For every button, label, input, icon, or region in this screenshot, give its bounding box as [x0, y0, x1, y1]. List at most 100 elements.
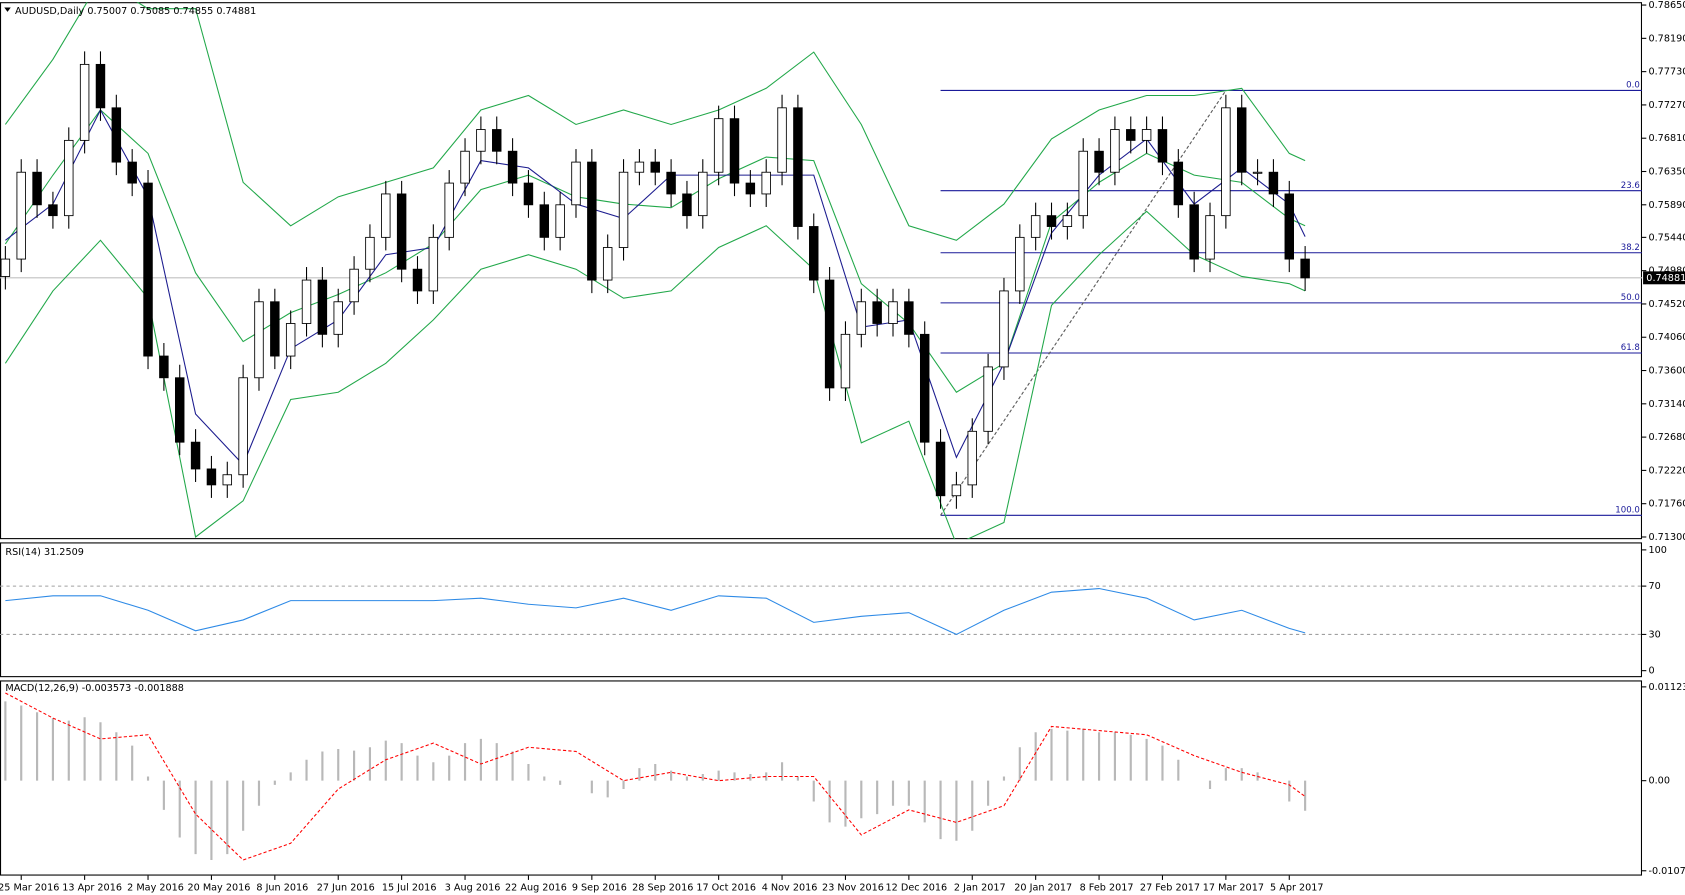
candle-body — [444, 182, 454, 238]
y-tick-label: 100 — [1648, 545, 1666, 556]
candle-body — [111, 107, 122, 163]
candle-body — [1221, 107, 1231, 217]
last-price-label: 0.74881 — [1646, 273, 1685, 284]
candle-body — [1078, 150, 1088, 217]
candle-body — [1284, 193, 1295, 260]
candle-body — [793, 107, 803, 227]
last-price-tag — [1643, 271, 1685, 285]
x-tick-label: 28 Sep 2016 — [632, 882, 693, 893]
x-tick-label: 23 Nov 2016 — [822, 882, 884, 893]
x-tick-label: 27 Jun 2016 — [317, 882, 375, 893]
candle-body — [919, 333, 930, 443]
y-tick-label: 0.77730 — [1648, 67, 1685, 78]
candle-body — [476, 129, 486, 152]
y-tick-label: 0.011236 — [1648, 682, 1685, 693]
x-tick-label: 2 Jan 2017 — [954, 882, 1006, 893]
candle-body — [1205, 215, 1215, 260]
candle-body — [1094, 150, 1104, 173]
candle-body — [206, 468, 217, 486]
candle-body — [285, 323, 296, 357]
x-tick-label: 12 Dec 2016 — [886, 882, 948, 893]
x-tick-label: 27 Feb 2017 — [1140, 882, 1200, 893]
candle-body — [365, 236, 375, 270]
rsi-plot — [0, 585, 1643, 636]
candle-body — [1252, 171, 1263, 174]
macd-title: MACD(12,26,9) -0.003573 -0.001888 — [5, 683, 184, 694]
fib-label: 50.0 — [1621, 293, 1640, 303]
candle-body — [523, 182, 534, 206]
candle-body — [983, 366, 993, 432]
candle-body — [824, 279, 835, 389]
x-tick-label: 3 Aug 2016 — [445, 882, 501, 893]
candle-body — [32, 171, 42, 206]
y-tick-label: 30 — [1648, 629, 1660, 640]
candle-body — [159, 355, 169, 379]
candle-body — [634, 161, 645, 173]
y-tick-label: 0.00 — [1648, 776, 1670, 787]
y-tick-label: 0.74980 — [1648, 266, 1685, 277]
candle-body — [64, 139, 74, 217]
candle-body — [602, 247, 613, 281]
indicator-line — [4, 2, 1306, 241]
candle-body — [951, 484, 962, 497]
x-tick-label: 8 Feb 2017 — [1080, 882, 1134, 893]
candle-body — [254, 301, 264, 379]
candle-body — [0, 258, 11, 277]
candle-body — [79, 63, 90, 141]
candle-body — [729, 118, 740, 184]
candle-body — [95, 63, 106, 109]
rsi-line — [5, 587, 1306, 636]
candle-body — [48, 204, 58, 217]
y-tick-label: 0.78190 — [1648, 33, 1685, 44]
candle-body — [1015, 236, 1025, 292]
y-tick-label: 0.76810 — [1648, 133, 1685, 144]
y-tick-label: 0.75440 — [1648, 232, 1685, 243]
chart-title: AUDUSD,Daily 0.75007 0.75085 0.74855 0.7… — [15, 6, 256, 17]
y-tick-label: 70 — [1648, 581, 1660, 592]
candle-body — [460, 150, 470, 184]
candle-body — [1030, 215, 1041, 238]
y-tick-label: 0.74060 — [1648, 332, 1685, 343]
rsi-panel — [0, 542, 1643, 678]
candle-body — [270, 301, 280, 357]
fib-label: 23.6 — [1621, 181, 1640, 191]
candle-body — [555, 204, 565, 238]
candle-body — [412, 268, 423, 292]
x-tick-label: 20 Jan 2017 — [1014, 882, 1072, 893]
x-tick-label: 15 Jul 2016 — [382, 882, 437, 893]
candle-body — [682, 193, 692, 217]
rsi-title: RSI(14) 31.2509 — [5, 547, 84, 558]
main-plot: 0.0 23.6 38.2 50.0 61.8 100.0 — [0, 2, 1643, 540]
candle-body — [618, 171, 629, 248]
y-tick-label: 0.73140 — [1648, 399, 1685, 410]
macd-signal — [5, 692, 1306, 861]
candle-body — [745, 182, 756, 195]
candle-body — [935, 441, 946, 497]
candle-body — [333, 301, 343, 335]
y-tick-label: 0 — [1648, 666, 1654, 677]
x-tick-label: 13 Apr 2016 — [62, 882, 122, 893]
candle-body — [1268, 171, 1279, 195]
candle-body — [301, 279, 312, 324]
candle-body — [539, 204, 550, 238]
fib-label: 0.0 — [1626, 81, 1640, 91]
candle-body — [143, 182, 153, 357]
x-tick-label: 17 Mar 2017 — [1203, 882, 1264, 893]
candle-body — [888, 301, 898, 324]
candle-body — [396, 193, 407, 270]
x-tick-label: 22 Aug 2016 — [505, 882, 567, 893]
candle-body — [381, 193, 391, 238]
y-tick-label: 0.71300 — [1648, 532, 1685, 543]
candle-body — [1141, 129, 1152, 141]
candle-body — [809, 226, 819, 281]
candle-body — [1300, 258, 1310, 279]
candle-body — [1173, 161, 1184, 206]
y-tick-label: 0.73600 — [1648, 366, 1685, 377]
fib-label: 100.0 — [1615, 505, 1640, 515]
candle-body — [1062, 215, 1073, 227]
y-tick-label: 0.72220 — [1648, 465, 1685, 476]
candle-body — [507, 150, 518, 184]
